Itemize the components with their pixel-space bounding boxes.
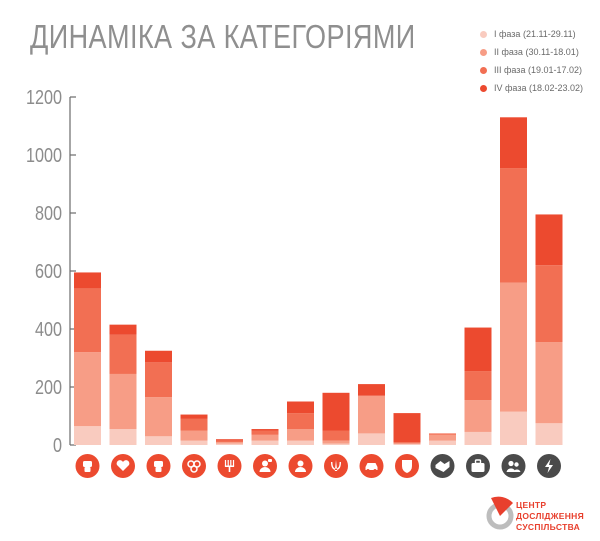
legend-swatch: [480, 84, 487, 92]
bar-segment: [145, 362, 172, 398]
bar-segment: [287, 401, 314, 414]
bar-segment: [216, 439, 243, 441]
circles-icon: [182, 454, 206, 478]
y-tick-label: 800: [35, 203, 62, 225]
labor-fist-icon: [75, 454, 100, 478]
shield-icon: [395, 454, 419, 478]
logo-line-1: ЦЕНТР: [516, 500, 547, 510]
heart-icon: [111, 454, 135, 478]
bar-segment: [287, 440, 314, 445]
fork-icon: [217, 454, 242, 478]
bar-segment: [216, 440, 243, 443]
legend-swatch: [480, 66, 487, 74]
legend-label: ІІ фаза (30.11-18.01): [494, 47, 579, 57]
bar-segment: [322, 392, 350, 431]
bar-segment: [216, 442, 243, 444]
handshake-icon: [430, 454, 455, 478]
bar-segment: [358, 433, 385, 445]
person-speech-icon: [253, 454, 277, 478]
bar-segment: [74, 426, 101, 445]
logo-line-3: СУСПІЛЬСТВА: [516, 522, 581, 532]
bar-segment: [74, 352, 101, 427]
trident-icon: [324, 454, 348, 478]
car-icon: [359, 454, 384, 478]
bar-segment: [180, 418, 208, 431]
bar-segment: [74, 272, 101, 289]
bar-segment: [464, 327, 492, 372]
bar-segment: [500, 282, 527, 412]
bar-segment: [180, 414, 208, 419]
bar-segment: [464, 400, 492, 432]
bar-segment: [251, 440, 279, 445]
bar-segment: [500, 168, 527, 283]
bar-segment: [429, 433, 456, 435]
legend-swatch: [480, 48, 487, 56]
bar-segment: [287, 413, 314, 430]
bar-segment: [109, 373, 137, 430]
bar-segment: [287, 429, 314, 441]
legend: І фаза (21.11-29.11) ІІ фаза (30.11-18.0…: [480, 25, 583, 97]
bar-segment: [145, 397, 172, 437]
bar-segment: [109, 429, 137, 445]
bar-segment: [393, 442, 421, 444]
bar-segment: [464, 431, 492, 445]
bar-segment: [322, 443, 350, 445]
y-tick-label: 0: [53, 435, 62, 457]
category-icons: [75, 454, 561, 478]
bar-segment: [322, 440, 350, 444]
y-tick-label: 400: [35, 319, 62, 341]
y-axis: 0 200 400 600 800 1000 1200: [26, 87, 76, 457]
y-tick-label: 1200: [26, 87, 62, 109]
bar-segment: [251, 434, 279, 441]
bar-segment: [216, 443, 243, 445]
bar-segment: [145, 350, 172, 363]
bar-segment: [500, 411, 527, 445]
bar-segment: [251, 429, 279, 431]
logo-line-2: ДОСЛІДЖЕННЯ: [516, 511, 585, 521]
bar-segment: [429, 440, 456, 445]
bar-segment: [358, 384, 385, 396]
people-icon: [501, 454, 526, 478]
logo-mark-icon: [486, 496, 514, 530]
person-icon: [288, 454, 313, 478]
bar-segment: [535, 214, 563, 266]
bar-segment: [358, 395, 385, 434]
bar-segment: [180, 430, 208, 441]
chart-title: ДИНАМІКА ЗА КАТЕГОРІЯМИ: [30, 18, 416, 55]
bar-segment: [535, 423, 563, 445]
bar-segment: [145, 436, 172, 445]
bar-segment: [109, 324, 137, 335]
bar-segment: [535, 265, 563, 343]
y-tick-label: 600: [35, 261, 62, 283]
logo: ЦЕНТР ДОСЛІДЖЕННЯ СУСПІЛЬСТВА: [486, 492, 600, 538]
legend-swatch: [480, 30, 487, 38]
bar-segment: [251, 430, 279, 435]
legend-label: І фаза (21.11-29.11): [494, 29, 576, 39]
bar-segment: [393, 443, 421, 445]
briefcase-icon: [466, 454, 490, 478]
lightning-icon: [537, 454, 561, 478]
legend-label: ІІІ фаза (19.01-17.02): [494, 65, 582, 75]
bar-segment: [500, 117, 527, 169]
bar-segment: [464, 371, 492, 401]
legend-item-phase-2: ІІ фаза (30.11-18.01): [480, 43, 583, 61]
bar-segment: [429, 434, 456, 441]
bar-segment: [535, 342, 563, 424]
bar-segment: [322, 430, 350, 441]
bars: [74, 117, 563, 445]
bar-segment: [74, 288, 101, 353]
raised-fist-icon: [146, 454, 171, 478]
y-tick-label: 1000: [26, 145, 62, 167]
bar-segment: [393, 413, 421, 443]
legend-item-phase-3: ІІІ фаза (19.01-17.02): [480, 61, 583, 79]
bar-segment: [109, 334, 137, 374]
legend-label: ІV фаза (18.02-23.02): [494, 83, 583, 93]
bar-segment: [180, 440, 208, 445]
legend-item-phase-4: ІV фаза (18.02-23.02): [480, 79, 583, 97]
legend-item-phase-1: І фаза (21.11-29.11): [480, 25, 583, 43]
y-tick-label: 200: [35, 377, 62, 399]
